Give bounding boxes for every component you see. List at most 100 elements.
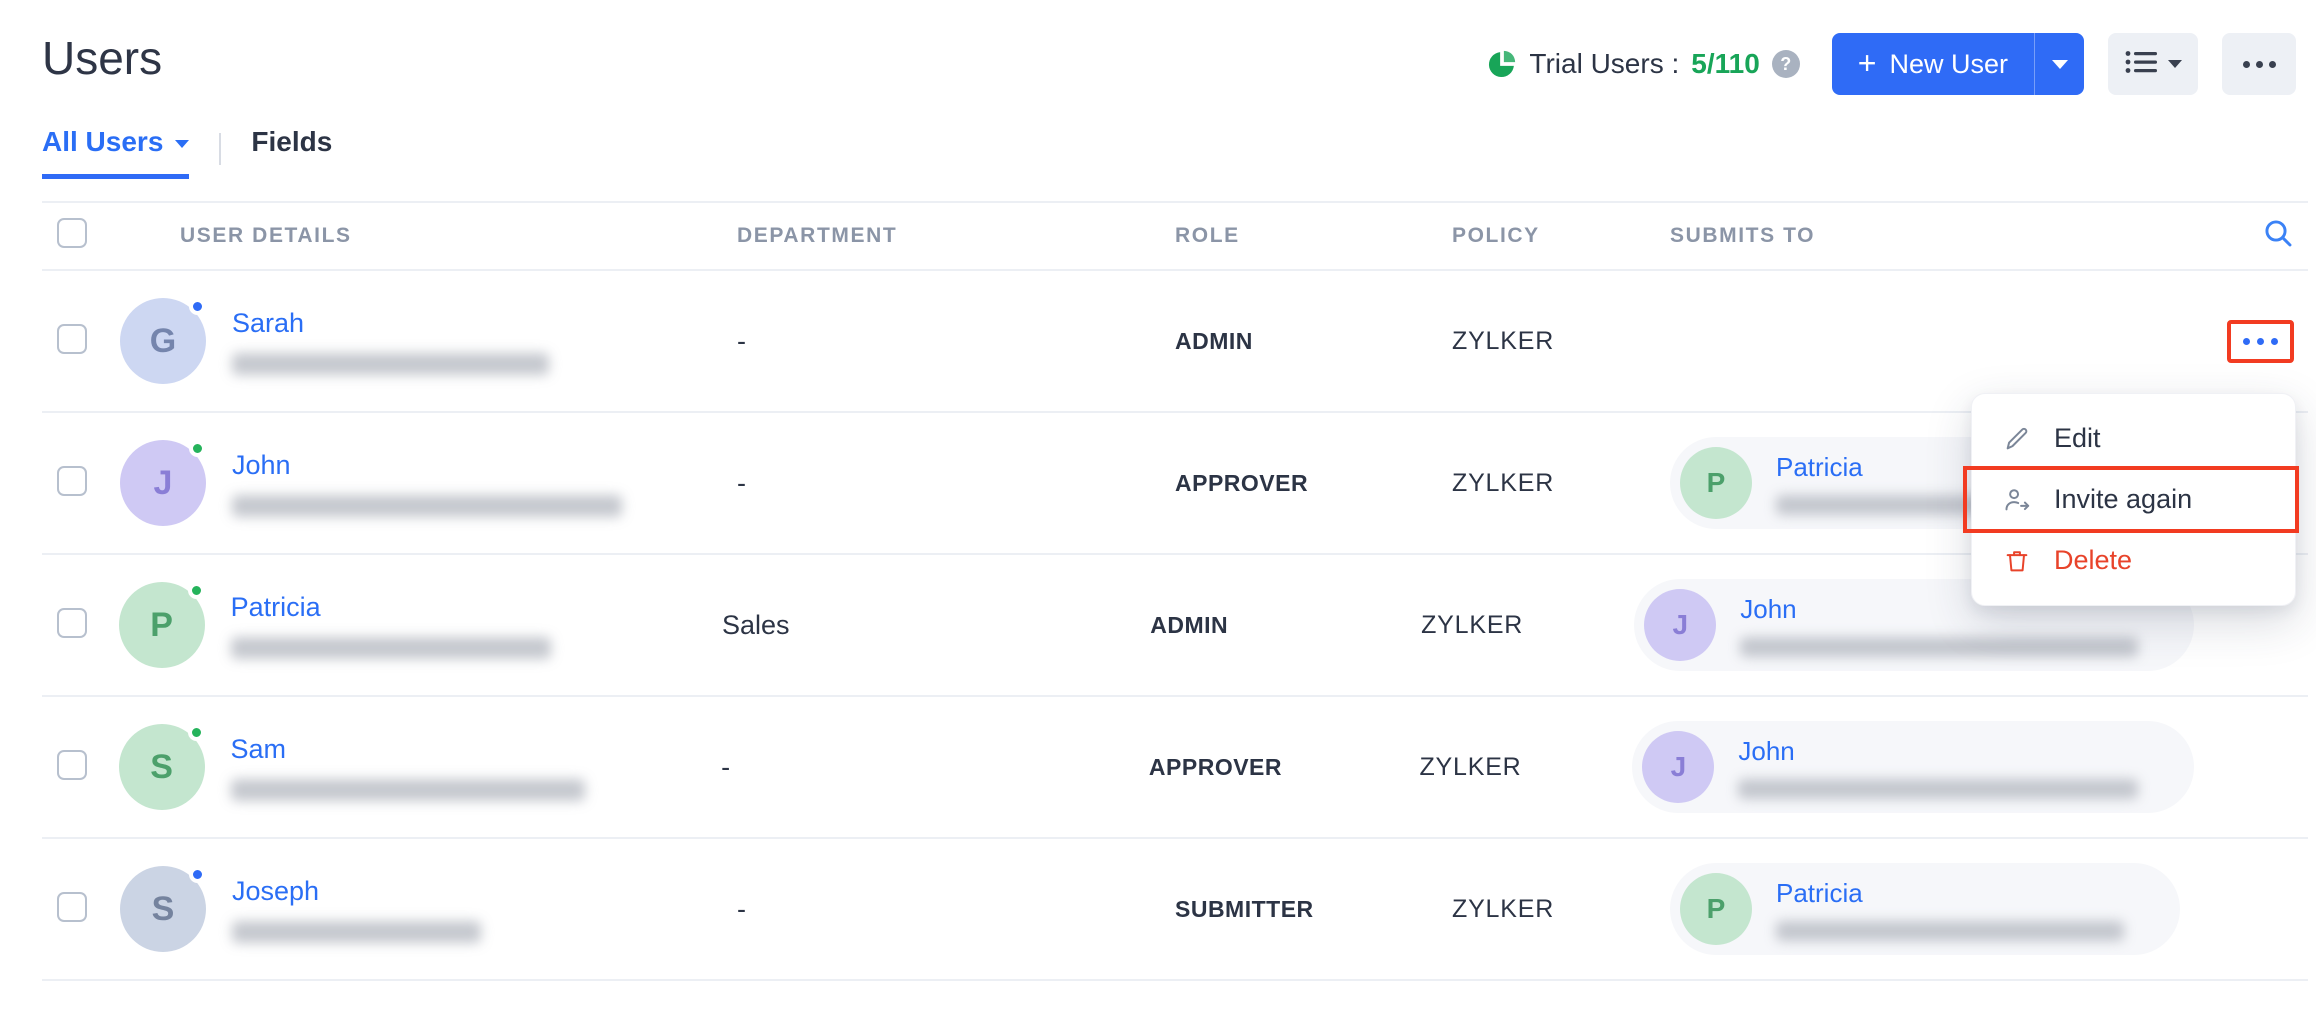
menu-item-invite-again[interactable]: Invite again: [1963, 466, 2299, 533]
blurred-email: [1776, 920, 2124, 941]
department-value: -: [737, 893, 746, 924]
row-checkbox[interactable]: [57, 607, 87, 638]
policy-value: ZYLKER: [1419, 752, 1522, 781]
department-value: -: [721, 751, 731, 782]
table-header-row: USER DETAILS DEPARTMENT ROLE POLICY SUBM…: [42, 201, 2308, 271]
policy-value: ZYLKER: [1452, 468, 1555, 497]
submits-to-name-link[interactable]: John: [1740, 593, 1797, 624]
role-value: APPROVER: [1175, 469, 1309, 496]
row-more-button-annotated[interactable]: [2227, 319, 2294, 363]
user-name-link[interactable]: Sam: [230, 733, 287, 764]
avatar: S: [118, 724, 205, 810]
trial-users-label: Trial Users :: [1529, 48, 1680, 79]
page-title: Users: [42, 32, 163, 84]
blurred-email: [232, 494, 622, 517]
avatar-initial: P: [1706, 893, 1726, 924]
ellipsis-icon: [2242, 60, 2276, 68]
avatar: J: [1644, 589, 1717, 661]
row-checkbox[interactable]: [57, 465, 87, 496]
new-user-button-label: New User: [1889, 48, 2008, 79]
new-user-button-main[interactable]: + New User: [1832, 33, 2034, 95]
status-dot: [189, 298, 206, 315]
avatar-initial: G: [149, 321, 177, 360]
column-header-role: ROLE: [1175, 224, 1240, 247]
row-checkbox[interactable]: [57, 323, 87, 354]
policy-value: ZYLKER: [1421, 610, 1524, 639]
policy-value: ZYLKER: [1452, 894, 1555, 923]
users-table: USER DETAILS DEPARTMENT ROLE POLICY SUBM…: [42, 201, 2308, 981]
role-value: SUBMITTER: [1175, 895, 1314, 922]
trial-users-count: 5/110: [1691, 48, 1760, 79]
blurred-email: [230, 636, 551, 659]
new-user-dropdown-button[interactable]: [2034, 33, 2084, 95]
status-dot: [189, 440, 206, 457]
topbar: Users Trial Users : 5/110 ? + New User: [0, 0, 2316, 96]
user-name-link[interactable]: John: [232, 449, 291, 480]
trash-icon: [2002, 546, 2032, 576]
tab-fields-label: Fields: [251, 126, 333, 157]
menu-item-label: Delete: [2054, 545, 2133, 575]
avatar: J: [120, 440, 206, 526]
row-context-menu: Edit Invite again Delete: [1963, 393, 2299, 606]
chevron-down-icon: [2051, 59, 2068, 69]
table-row: J John - APPROVER ZYLKER P Patricia: [42, 413, 2308, 555]
user-name-link[interactable]: Joseph: [232, 875, 320, 906]
select-all-checkbox[interactable]: [57, 218, 87, 248]
submits-to: J John: [1632, 721, 2195, 813]
row-checkbox[interactable]: [57, 891, 87, 922]
blurred-email: [232, 352, 549, 375]
submits-to-name-link[interactable]: John: [1738, 735, 1795, 766]
policy-value: ZYLKER: [1452, 326, 1555, 355]
avatar-initial: J: [1672, 609, 1689, 640]
avatar: P: [118, 582, 205, 668]
submits-to-name-link[interactable]: Patricia: [1776, 451, 1863, 482]
help-icon[interactable]: ?: [1771, 50, 1800, 78]
column-header-submits-to: SUBMITS TO: [1670, 224, 1816, 247]
department-value: -: [737, 467, 746, 498]
submits-to: P Patricia: [1670, 863, 2180, 955]
chevron-down-icon: [175, 140, 190, 148]
avatar-initial: S: [150, 747, 173, 786]
menu-item-label: Invite again: [2054, 484, 2193, 514]
tabs: All Users Fields: [42, 126, 2316, 179]
user-name-link[interactable]: Patricia: [230, 591, 321, 622]
table-row: P Patricia Sales ADMIN ZYLKER J John: [42, 555, 2308, 697]
list-view-icon: [2125, 49, 2159, 80]
status-dot: [187, 582, 205, 599]
department-value: Sales: [721, 609, 790, 640]
tab-all-users-label: All Users: [42, 126, 164, 157]
more-options-button[interactable]: [2222, 33, 2296, 95]
tab-fields[interactable]: Fields: [251, 126, 332, 179]
user-name-link[interactable]: Sarah: [232, 307, 305, 338]
pencil-icon: [2002, 424, 2032, 454]
search-icon[interactable]: [2262, 217, 2294, 255]
topbar-actions: Trial Users : 5/110 ? + New User: [1487, 32, 2296, 96]
new-user-button[interactable]: + New User: [1831, 33, 2084, 95]
avatar: J: [1642, 731, 1715, 803]
list-view-button[interactable]: [2108, 33, 2198, 95]
role-value: ADMIN: [1175, 327, 1253, 354]
avatar-initial: P: [150, 605, 173, 644]
status-dot: [187, 724, 205, 741]
avatar: P: [1680, 873, 1752, 945]
submits-to: J John: [1634, 579, 2195, 671]
invite-user-icon: [2002, 485, 2032, 515]
tab-divider: [219, 133, 222, 165]
submits-to-name-link[interactable]: Patricia: [1776, 877, 1863, 908]
table-row: S Sam - APPROVER ZYLKER J John: [42, 697, 2308, 839]
row-checkbox[interactable]: [57, 749, 87, 780]
avatar-initial: J: [1670, 751, 1687, 782]
department-value: -: [737, 325, 746, 356]
pie-chart-icon: [1487, 49, 1517, 79]
menu-item-delete[interactable]: Delete: [1972, 530, 2295, 591]
menu-item-edit[interactable]: Edit: [1972, 408, 2295, 469]
table-row: G Sarah - ADMIN ZYLKER: [42, 271, 2308, 413]
avatar: S: [120, 866, 206, 952]
trial-users-indicator: Trial Users : 5/110 ?: [1487, 48, 1800, 80]
menu-item-label: Edit: [2054, 423, 2101, 453]
plus-icon: +: [1857, 44, 1877, 81]
avatar-initial: S: [151, 889, 175, 928]
blurred-email: [232, 920, 481, 943]
tab-all-users[interactable]: All Users: [42, 126, 190, 179]
